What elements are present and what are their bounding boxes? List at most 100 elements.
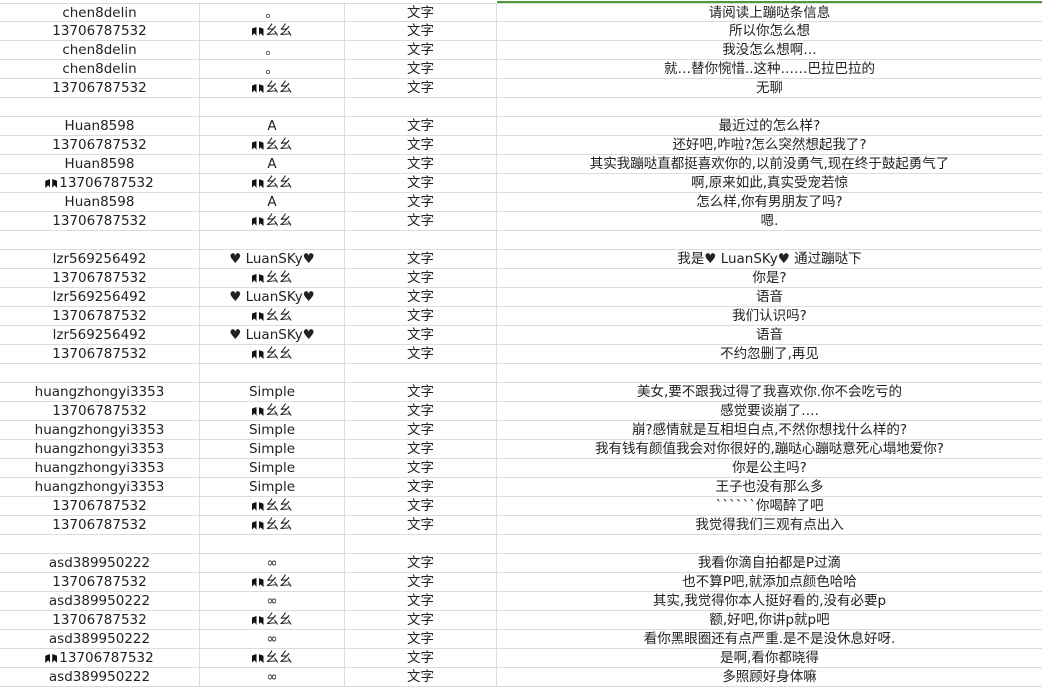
cell-nickname[interactable]: Simple	[200, 459, 345, 477]
cell-message-type[interactable]: 文字	[345, 60, 497, 78]
cell-nickname[interactable]: Simple	[200, 383, 345, 401]
cell-message-type[interactable]: 文字	[345, 573, 497, 591]
cell-message[interactable]: 多照顾好身体嘛	[497, 668, 1042, 686]
cell-nickname[interactable]: ∞	[200, 554, 345, 572]
cell-sender[interactable]: 13706787532	[0, 516, 200, 534]
cell-nickname[interactable]: Simple	[200, 478, 345, 496]
cell-nickname[interactable]: 幺幺	[200, 22, 345, 40]
cell-message[interactable]: 看你黑眼圈还有点严重.是不是没休息好呀.	[497, 630, 1042, 648]
cell-sender[interactable]: lzr569256492	[0, 326, 200, 344]
cell-message-type[interactable]: 文字	[345, 668, 497, 686]
cell-message-type[interactable]: 文字	[345, 478, 497, 496]
cell-nickname[interactable]: 幺幺	[200, 497, 345, 515]
cell-sender[interactable]: 13706787532	[0, 497, 200, 515]
cell-nickname[interactable]: ∞	[200, 668, 345, 686]
cell-message-type[interactable]: 文字	[345, 79, 497, 97]
cell-message[interactable]: 也不算P吧,就添加点颜色哈哈	[497, 573, 1042, 591]
cell-nickname[interactable]: ♥ LuanSKy♥	[200, 288, 345, 306]
cell-nickname[interactable]: Simple	[200, 421, 345, 439]
cell-nickname[interactable]: 幺幺	[200, 516, 345, 534]
cell-message-type[interactable]: 文字	[345, 440, 497, 458]
cell-message[interactable]: ``````你喝醉了吧	[497, 497, 1042, 515]
cell-message-type[interactable]: 文字	[345, 155, 497, 173]
cell-message-type[interactable]: 文字	[345, 41, 497, 59]
cell-sender[interactable]: asd389950222	[0, 668, 200, 686]
cell-message-type[interactable]: 文字	[345, 136, 497, 154]
cell-nickname[interactable]: 幺幺	[200, 136, 345, 154]
cell-message[interactable]: 美女,要不跟我过得了我喜欢你.你不会吃亏的	[497, 383, 1042, 401]
cell-message[interactable]: 语音	[497, 288, 1042, 306]
cell-sender[interactable]: huangzhongyi3353	[0, 478, 200, 496]
cell-message-type[interactable]: 文字	[345, 288, 497, 306]
cell-nickname[interactable]: 幺幺	[200, 611, 345, 629]
cell-message[interactable]: 我觉得我们三观有点出入	[497, 516, 1042, 534]
cell-message-type[interactable]: 文字	[345, 516, 497, 534]
cell-message-type[interactable]: 文字	[345, 383, 497, 401]
cell-message-type[interactable]: 文字	[345, 307, 497, 325]
cell-sender[interactable]: huangzhongyi3353	[0, 459, 200, 477]
cell-nickname[interactable]: 幺幺	[200, 79, 345, 97]
cell-nickname[interactable]: A	[200, 193, 345, 211]
cell-sender[interactable]: huangzhongyi3353	[0, 383, 200, 401]
cell-message-type[interactable]: 文字	[345, 345, 497, 363]
cell-sender[interactable]: asd389950222	[0, 592, 200, 610]
cell-nickname[interactable]: 。	[200, 60, 345, 78]
cell-sender[interactable]: chen8delin	[0, 41, 200, 59]
cell-message[interactable]: 我没怎么想啊…	[497, 41, 1042, 59]
cell-message[interactable]: 你是?	[497, 269, 1042, 287]
cell-nickname[interactable]: 幺幺	[200, 307, 345, 325]
cell-message-type[interactable]: 文字	[345, 326, 497, 344]
cell-sender[interactable]: 13706787532	[0, 649, 200, 667]
cell-message[interactable]: 感觉要谈崩了….	[497, 402, 1042, 420]
cell-sender[interactable]	[0, 535, 200, 553]
cell-sender[interactable]: 13706787532	[0, 611, 200, 629]
cell-message-type[interactable]	[345, 98, 497, 116]
cell-sender[interactable]: chen8delin	[0, 4, 200, 21]
cell-message[interactable]: 其实我蹦哒直都挺喜欢你的,以前没勇气,现在终于鼓起勇气了	[497, 155, 1042, 173]
cell-nickname[interactable]: ♥ LuanSKy♥	[200, 250, 345, 268]
cell-sender[interactable]: lzr569256492	[0, 288, 200, 306]
cell-message[interactable]	[497, 364, 1042, 382]
cell-sender[interactable]: 13706787532	[0, 345, 200, 363]
cell-nickname[interactable]: 幺幺	[200, 212, 345, 230]
cell-message[interactable]	[497, 535, 1042, 553]
cell-sender[interactable]: Huan8598	[0, 155, 200, 173]
cell-nickname[interactable]: 幺幺	[200, 649, 345, 667]
cell-sender[interactable]: asd389950222	[0, 630, 200, 648]
cell-message[interactable]: 其实,我觉得你本人挺好看的,没有必要p	[497, 592, 1042, 610]
cell-message[interactable]: 啊,原来如此,真实受宠若惊	[497, 174, 1042, 192]
cell-nickname[interactable]: ∞	[200, 592, 345, 610]
cell-sender[interactable]: 13706787532	[0, 402, 200, 420]
cell-sender[interactable]: chen8delin	[0, 60, 200, 78]
cell-message-type[interactable]: 文字	[345, 421, 497, 439]
cell-message-type[interactable]: 文字	[345, 402, 497, 420]
cell-message[interactable]: 崩?感情就是互相坦白点,不然你想找什么样的?	[497, 421, 1042, 439]
cell-message-type[interactable]: 文字	[345, 212, 497, 230]
cell-message[interactable]: 是啊,看你都晓得	[497, 649, 1042, 667]
cell-message-type[interactable]: 文字	[345, 193, 497, 211]
cell-sender[interactable]	[0, 231, 200, 249]
cell-message[interactable]: 我是♥ LuanSKy♥ 通过蹦哒下	[497, 250, 1042, 268]
cell-nickname[interactable]	[200, 535, 345, 553]
cell-nickname[interactable]: A	[200, 117, 345, 135]
cell-sender[interactable]: 13706787532	[0, 136, 200, 154]
cell-message[interactable]: 嗯.	[497, 212, 1042, 230]
cell-nickname[interactable]	[200, 98, 345, 116]
cell-message[interactable]: 最近过的怎么样?	[497, 117, 1042, 135]
cell-message-type[interactable]: 文字	[345, 4, 497, 21]
cell-nickname[interactable]: Simple	[200, 440, 345, 458]
cell-sender[interactable]: 13706787532	[0, 174, 200, 192]
cell-message[interactable]: 王子也没有那么多	[497, 478, 1042, 496]
cell-message[interactable]: 你是公主吗?	[497, 459, 1042, 477]
cell-sender[interactable]: lzr569256492	[0, 250, 200, 268]
cell-message-type[interactable]: 文字	[345, 117, 497, 135]
cell-message-type[interactable]	[345, 535, 497, 553]
cell-nickname[interactable]: ♥ LuanSKy♥	[200, 326, 345, 344]
cell-message[interactable]: 不约忽删了,再见	[497, 345, 1042, 363]
cell-message[interactable]: 我看你滴自拍都是P过滴	[497, 554, 1042, 572]
cell-message[interactable]: 就…替你惋惜..这种……巴拉巴拉的	[497, 60, 1042, 78]
cell-sender[interactable]: 13706787532	[0, 269, 200, 287]
cell-message-type[interactable]: 文字	[345, 592, 497, 610]
cell-message-type[interactable]: 文字	[345, 630, 497, 648]
cell-message-type[interactable]: 文字	[345, 459, 497, 477]
